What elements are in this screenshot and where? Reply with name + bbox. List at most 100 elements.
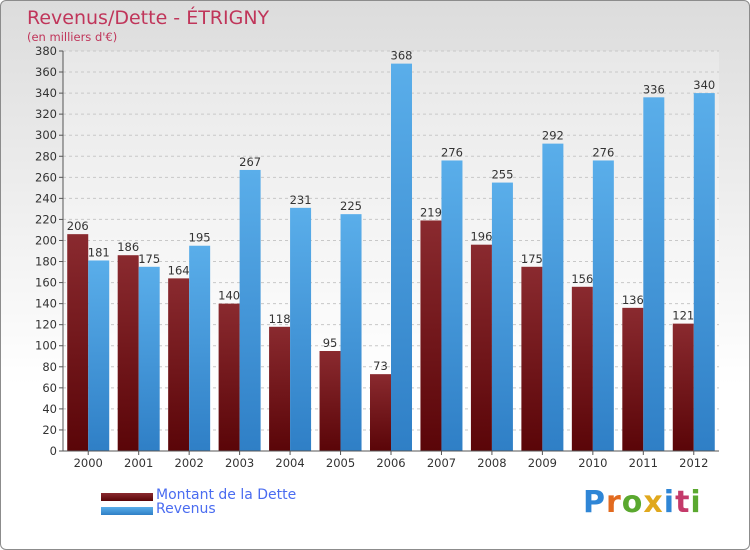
bar-revenus [189,245,211,451]
y-tick-label: 360 [35,65,57,79]
data-label: 181 [88,245,110,259]
data-label: 340 [693,78,715,92]
bar-dette [370,374,391,451]
y-tick-label: 40 [42,402,57,416]
y-tick-label: 120 [35,318,57,332]
x-tick-label: 2009 [528,456,557,470]
bar-revenus [239,169,261,451]
data-label: 118 [269,312,291,326]
logo-letter: P [583,485,606,520]
bar-dette [218,303,240,451]
data-label: 231 [290,193,312,207]
x-tick-label: 2003 [225,456,254,470]
data-label: 175 [138,252,160,266]
bar-revenus [643,97,665,451]
chart-title: Revenus/Dette - ÉTRIGNY [27,7,270,29]
y-tick-label: 140 [35,297,57,311]
logo-letter: i [690,485,702,520]
bar-dette [571,286,593,451]
data-label: 175 [521,252,543,266]
bar-revenus [693,93,715,452]
bar-dette [470,244,492,451]
x-tick-label: 2012 [679,456,708,470]
y-tick-label: 320 [35,107,57,121]
y-tick-label: 20 [42,423,57,437]
x-axis-ticks: 2000 2001 2002 2003 2004 2005 2006 2007 2008 2009… [63,450,719,470]
data-label: 206 [67,219,89,233]
legend-label-dette: Montant de la Dette [156,487,297,503]
data-label: 73 [373,359,388,373]
bar-revenus [542,143,564,451]
logo-letter: x [643,485,664,520]
x-tick-label: 2007 [427,456,456,470]
y-tick-label: 100 [35,339,57,353]
data-label: 276 [592,145,614,159]
x-tick-label: 2008 [477,456,506,470]
data-label: 195 [189,231,211,245]
x-tick-label: 2011 [629,456,658,470]
bar-revenus [441,160,463,451]
data-label: 255 [491,168,513,182]
data-label: 196 [470,230,492,244]
y-tick-label: 340 [35,86,57,100]
y-tick-label: 80 [42,360,57,374]
logo-letter: o [621,485,644,520]
chart-subtitle: (en milliers d'€) [27,30,118,44]
bar-revenus [391,63,412,451]
y-tick-label: 220 [35,212,57,226]
data-label: 121 [672,309,694,323]
x-tick-label: 2002 [175,456,204,470]
proxiti-logo: Proxiti [583,485,702,520]
data-label: 219 [420,205,442,219]
data-label: 164 [168,263,190,277]
bar-dette [269,326,291,451]
data-label: 368 [391,49,413,63]
bar-dette [420,220,442,451]
y-tick-label: 60 [42,381,57,395]
y-tick-label: 240 [35,191,57,205]
bar-dette [521,266,543,451]
bar-dette [67,234,89,451]
data-label: 156 [571,272,593,286]
data-label: 140 [218,289,240,303]
bar-dette [168,278,190,451]
bar-revenus [88,260,110,451]
bar-revenus [592,160,614,451]
y-tick-label: 260 [35,170,57,184]
bar-revenus [290,207,312,451]
logo-letter: i [663,485,676,520]
data-label: 336 [643,82,665,96]
bar-dette [672,323,694,451]
y-tick-label: 380 [35,44,57,58]
data-label: 276 [441,145,463,159]
logo-letter: t [675,485,691,520]
y-tick-label: 160 [35,276,57,290]
y-tick-label: 0 [50,444,57,458]
x-tick-label: 2006 [376,456,405,470]
y-axis-ticks: 0 20 40 60 80 100 120 140 160 180 200 220 240 260 280 3… [35,44,64,458]
bar-revenus [491,182,513,451]
logo-letter: r [606,485,622,520]
data-label: 225 [340,199,362,213]
bar-dette [319,351,341,451]
x-tick-label: 2005 [326,456,355,470]
bar-dette [622,307,644,451]
y-tick-label: 300 [35,128,57,142]
bar-revenus [138,266,160,451]
data-label: 186 [117,240,139,254]
legend-label-revenus: Revenus [156,501,216,517]
data-label: 95 [323,336,338,350]
bar-dette [117,255,139,451]
x-tick-label: 2004 [275,456,304,470]
legend-swatch-revenus [101,507,153,515]
data-label: 136 [622,293,644,307]
legend-swatch-dette [101,493,153,501]
y-tick-label: 200 [35,233,57,247]
y-tick-label: 180 [35,255,57,269]
data-label: 267 [239,155,261,169]
x-tick-label: 2001 [124,456,153,470]
x-tick-label: 2010 [578,456,607,470]
